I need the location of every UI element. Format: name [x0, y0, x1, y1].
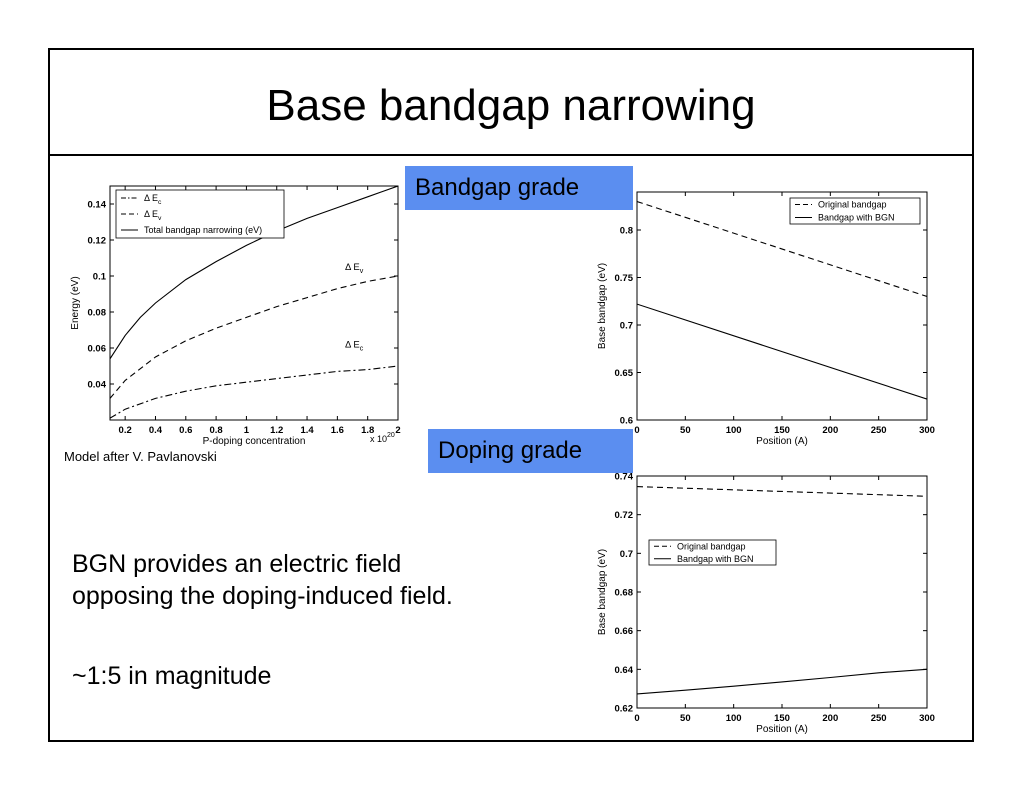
chart3-y-tick-label: 0.7	[620, 549, 633, 560]
bandgap-grade-label: Bandgap grade	[405, 166, 633, 210]
chart3-y-tick-label: 0.72	[615, 510, 634, 521]
chart1-y-tick-label: 0.08	[88, 308, 107, 319]
chart2-x-tick-label: 300	[919, 425, 935, 436]
body-text-line-1: BGN provides an electric field	[72, 550, 402, 578]
chart1-x-tick-label: 1.8	[361, 425, 374, 436]
chart2-x-tick-label: 0	[634, 425, 639, 436]
chart2-series-1-line	[637, 200, 927, 298]
chart2-x-tick-label: 150	[774, 425, 790, 436]
chart3-plot-area	[636, 475, 928, 709]
chart3-x-tick-label: 250	[871, 713, 887, 724]
chart1-y-tick-label: 0.06	[88, 344, 107, 355]
chart1-legend-label: Δ Ec	[144, 193, 162, 206]
chart2-y-tick-label: 0.8	[620, 226, 633, 237]
chart1-y-tick-label: 0.04	[88, 380, 107, 391]
chart3-x-tick-label: 300	[919, 713, 935, 724]
chart2-legend-label: Original bandgap	[818, 200, 887, 210]
chart1-x-axis-label: P-doping concentration	[203, 436, 306, 447]
chart1-x-tick-label: 1.4	[300, 425, 314, 436]
slide-title: Base bandgap narrowing	[266, 81, 756, 130]
chart3-x-tick-label: 100	[726, 713, 742, 724]
chart3-legend-box	[648, 539, 777, 566]
chart3-x-tick-label: 50	[680, 713, 691, 724]
chart1-legend-box	[115, 189, 285, 239]
chart2-legend-label: Bandgap with BGN	[818, 213, 895, 223]
chart1-y-axis-label: Energy (eV)	[70, 276, 81, 329]
chart1-legend-label: Δ Ev	[144, 209, 162, 222]
title-divider	[48, 154, 974, 156]
doping-grade-label: Doping grade	[428, 429, 633, 473]
chart2-y-axis-label: Base bandgap (eV)	[597, 263, 608, 349]
chart2-x-tick-label: 200	[822, 425, 838, 436]
chart3-y-axis-label: Base bandgap (eV)	[597, 549, 608, 635]
chart1-y-tick-label: 0.1	[93, 272, 107, 283]
chart3-x-tick-label: 0	[634, 713, 639, 724]
chart1-x-tick-label: 2	[395, 425, 400, 436]
chart2-y-tick-label: 0.6	[620, 416, 633, 427]
chart3-y-tick-label: 0.74	[615, 472, 634, 483]
chart1-legend-label: Total bandgap narrowing (eV)	[144, 225, 262, 235]
chart3-legend-label: Bandgap with BGN	[677, 554, 754, 564]
body-text-line-2: opposing the doping-induced field.	[72, 582, 453, 610]
chart3-series-1-line	[637, 486, 927, 497]
chart3-y-tick-label: 0.66	[615, 626, 634, 637]
chart2-x-tick-label: 100	[726, 425, 742, 436]
chart1-x-tick-label: 0.6	[179, 425, 192, 436]
chart3-x-tick-label: 200	[822, 713, 838, 724]
body-text-line-3: ~1:5 in magnitude	[72, 662, 272, 690]
chart2-x-tick-label: 50	[680, 425, 691, 436]
chart3-y-tick-label: 0.64	[615, 665, 634, 676]
chart2-series-2-line	[637, 303, 927, 400]
chart1-x-tick-label: 1	[244, 425, 250, 436]
chart1-y-tick-label: 0.12	[88, 236, 107, 247]
model-caption: Model after V. Pavlanovski	[64, 449, 217, 464]
chart3-x-tick-label: 150	[774, 713, 790, 724]
chart1-x-tick-label: 0.4	[149, 425, 163, 436]
chart1-annotation: Δ Ec	[345, 340, 364, 353]
chart1-x-tick-label: 0.2	[119, 425, 132, 436]
chart1-series-2-line	[110, 275, 398, 399]
chart3-x-axis-label: Position (A)	[756, 724, 808, 735]
chart2-y-tick-label: 0.65	[615, 368, 634, 379]
chart3-legend-label: Original bandgap	[677, 541, 746, 551]
chart1-x-multiplier: x 1020	[370, 432, 395, 444]
slide-frame	[48, 48, 974, 742]
chart2-x-axis-label: Position (A)	[756, 436, 808, 447]
chart1-series-3-line	[110, 186, 398, 360]
chart2-legend-box	[789, 197, 921, 225]
chart2-plot-area	[636, 191, 928, 421]
chart1-x-tick-label: 1.2	[270, 425, 283, 436]
chart1-x-tick-label: 1.6	[331, 425, 344, 436]
chart1-annotation: Δ Ev	[345, 262, 364, 275]
chart2-y-tick-label: 0.75	[615, 273, 634, 284]
chart1-series-1-line	[110, 365, 398, 419]
chart1-x-tick-label: 0.8	[209, 425, 222, 436]
chart3-y-tick-label: 0.62	[615, 704, 634, 715]
chart2-y-tick-label: 0.7	[620, 321, 633, 332]
chart3-y-tick-label: 0.68	[615, 588, 634, 599]
chart2-x-tick-label: 250	[871, 425, 887, 436]
chart1-y-tick-label: 0.14	[88, 200, 107, 211]
chart3-series-2-line	[637, 668, 927, 695]
